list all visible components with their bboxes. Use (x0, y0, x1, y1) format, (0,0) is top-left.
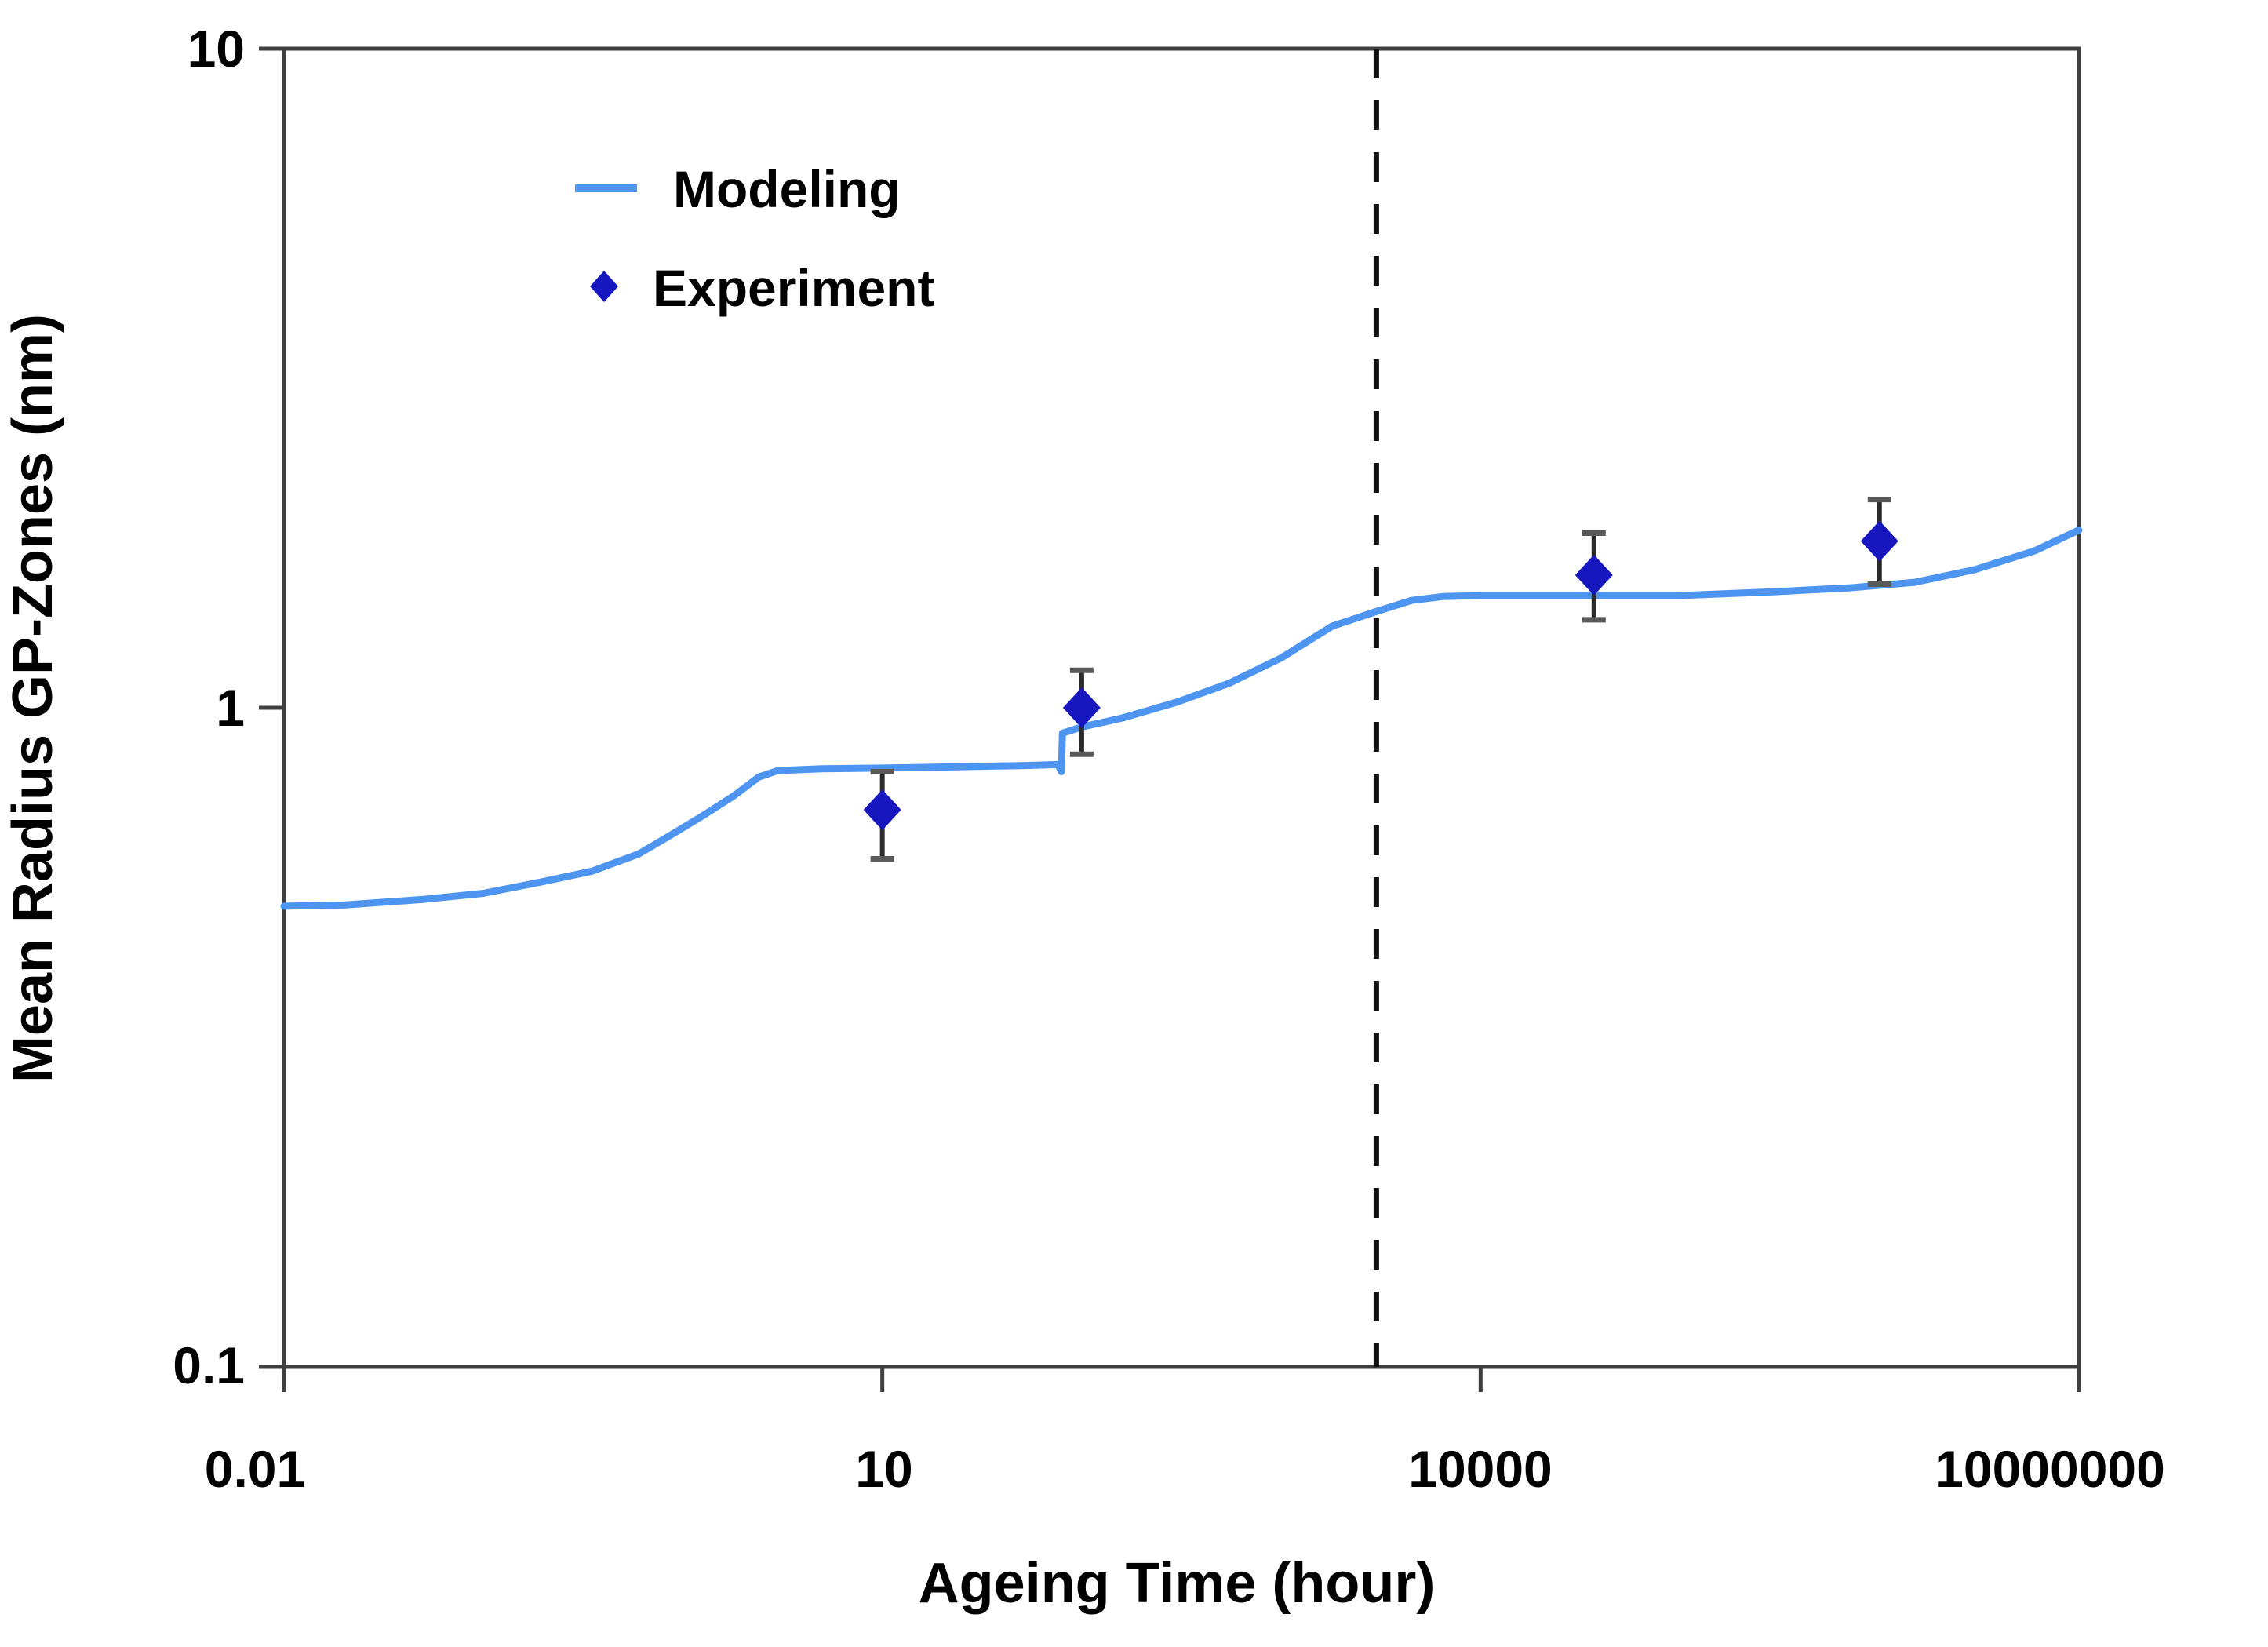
experiment-point (1574, 530, 1613, 623)
x-axis-title: Ageing Time (hour) (919, 1552, 1436, 1615)
experiment-diamond-marker (1574, 554, 1613, 596)
y-tick-label-0.1: 0.1 (173, 1336, 245, 1394)
x-tick-label-10000: 10000 (1408, 1440, 1553, 1498)
experiment-point (863, 768, 901, 862)
axis-ticks (259, 46, 2081, 1392)
experiment-diamond-marker (863, 789, 901, 831)
legend-diamond-icon (590, 271, 618, 302)
legend: Modeling Experiment (575, 160, 934, 317)
plot-frame (282, 46, 2081, 1369)
x-tick-label-0.01: 0.01 (205, 1440, 305, 1498)
data-series (280, 497, 2083, 910)
experiment-point (1062, 667, 1101, 757)
experiment-diamond-marker (1062, 687, 1101, 728)
legend-label-modeling: Modeling (673, 160, 901, 218)
experiment-diamond-marker (1860, 520, 1898, 562)
y-tick-label-1: 1 (216, 679, 245, 737)
x-tick-label-10000000: 10000000 (1935, 1440, 2165, 1498)
x-tick-label-10: 10 (855, 1440, 912, 1498)
experiment-point (1860, 497, 1898, 587)
y-axis-title: Mean Radius GP-Zones (nm) (2, 314, 64, 1083)
modeling-curve (280, 527, 2083, 910)
y-tick-label-10: 10 (187, 20, 245, 78)
legend-label-experiment: Experiment (653, 259, 934, 317)
